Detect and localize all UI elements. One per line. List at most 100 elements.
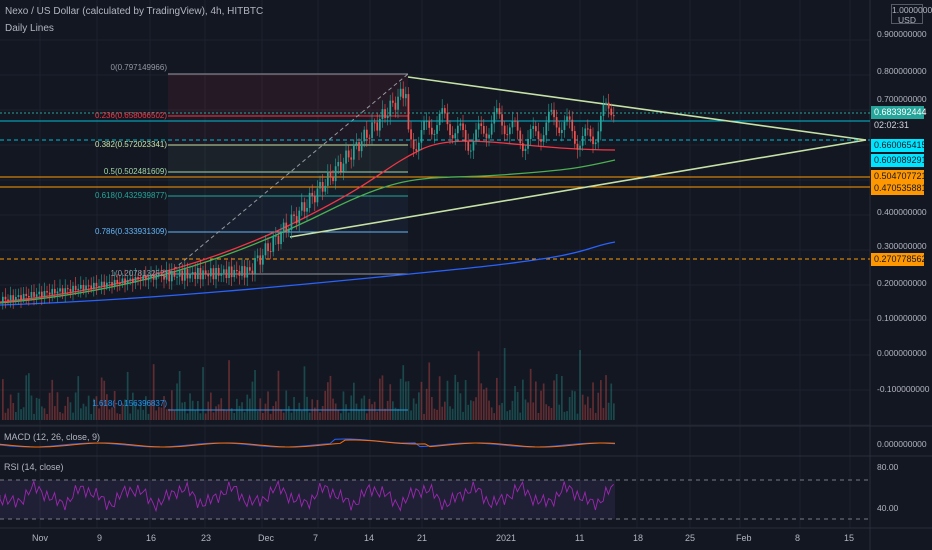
volume-bar [22,407,25,420]
candle-body [80,284,82,289]
volume-bar [545,404,548,420]
triangle-upper-line [407,76,867,141]
candle-body [472,141,475,151]
volume-bar [511,400,514,420]
candle-body [181,270,184,281]
y-tick: 0.900000000 [877,29,927,39]
volume-bar [589,408,592,420]
volume-bar [324,390,327,420]
candle-body [100,281,103,287]
volume-bar [275,401,277,420]
volume-bar [459,393,462,420]
volume-bar [568,396,571,420]
volume-bar [329,375,332,420]
volume-bar [321,405,324,420]
volume-bar [464,380,467,420]
candle-body [350,157,353,160]
candle-body [407,94,410,130]
volume-bar [293,397,295,420]
chart-title: Nexo / US Dollar (calculated by TradingV… [5,6,264,17]
volume-bar [139,402,142,420]
volume-bar [137,409,139,420]
candle-body [480,123,483,126]
candle-body [360,141,363,152]
candle-body [277,235,280,245]
volume-bar [267,391,269,420]
volume-bar [425,388,428,420]
candle-body [95,282,98,287]
volume-bar [215,406,217,420]
candle-body [431,127,433,135]
x-tick: 2021 [496,533,517,543]
candle-body [496,108,498,113]
volume-bar [165,409,168,420]
candle-body [241,266,243,276]
volume-bar [592,382,594,420]
volume-bar [217,404,220,420]
candle-body [488,134,490,139]
candle-body [418,142,420,151]
x-tick: 7 [313,533,319,543]
volume-bar [532,402,535,420]
volume-bar [249,398,251,420]
candle-body [394,102,397,110]
candle-body [74,285,77,290]
currency-selector[interactable]: 1.000000000 USD [891,4,932,25]
candle-body [493,112,496,124]
candle-body [158,273,160,275]
volume-bar [467,404,470,420]
candle-body [503,125,506,135]
volume-bar [95,396,98,420]
candle-body [282,222,285,233]
volume-bar [386,400,389,420]
candle-body [17,295,20,297]
indicator-label[interactable]: Daily Lines [5,23,54,34]
x-tick: 21 [417,533,428,543]
candle-body [329,171,332,177]
volume-bar [9,394,12,420]
volume-bar [72,412,74,420]
candle-body [173,270,176,277]
volume-bar [373,401,376,420]
fib-label-0-382: 0.382(0.572023341) [94,140,167,149]
candle-body [594,142,597,145]
candle-body [126,279,129,284]
candle-body [22,293,25,300]
volume-bar [251,381,254,420]
candle-body [347,150,350,158]
volume-bar [392,401,394,420]
candle-body [613,115,615,117]
volume-bar [41,406,43,420]
volume-bar [501,402,503,420]
candle-body [438,113,441,126]
volume-bar [436,409,438,420]
candle-body [420,130,423,143]
candle-body [558,127,561,133]
volume-bar [353,382,355,420]
rsi-title[interactable]: RSI (14, close) [4,462,64,472]
candle-body [61,288,64,294]
volume-bar [384,408,386,420]
volume-bar [600,380,602,420]
candle-body [451,135,454,139]
volume-bar [204,413,207,420]
candle-body [87,285,90,287]
volume-bar [142,409,145,420]
volume-bar [236,398,238,420]
volume-bar [207,401,210,420]
volume-bar [496,377,498,420]
rsi-line [0,479,614,513]
volume-bar [116,413,119,420]
x-tick: Nov [32,533,49,543]
volume-bar [394,407,397,420]
volume-bar [516,391,519,420]
candle-body [171,270,173,282]
candle-body [25,293,28,297]
candle-body [275,235,277,237]
macd-title[interactable]: MACD (12, 26, close, 9) [4,432,101,442]
candle-body [475,129,477,142]
candle-body [176,276,178,278]
volume-bar [340,413,342,420]
x-tick: Dec [258,533,275,543]
